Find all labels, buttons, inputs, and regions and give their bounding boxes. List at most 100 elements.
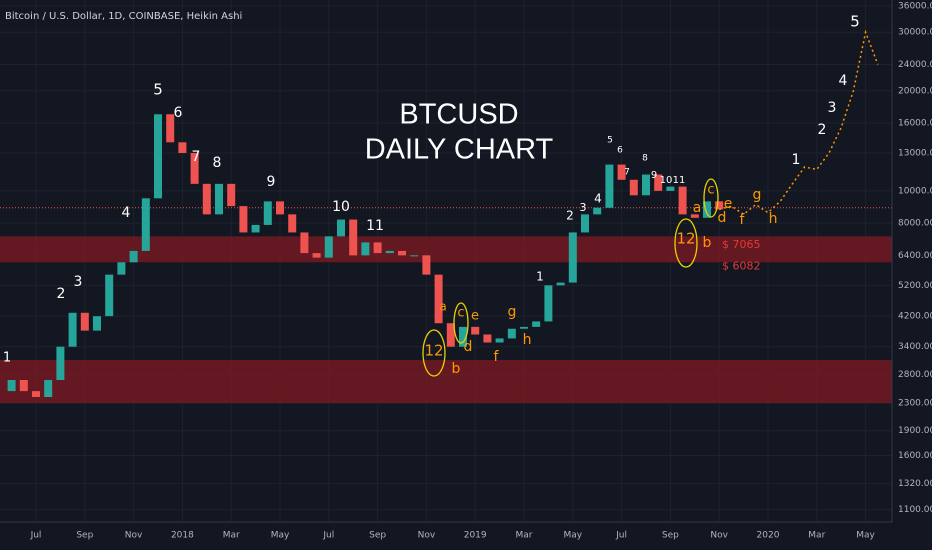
candle (141, 198, 150, 251)
y-tick-label: 20000.00 (898, 86, 932, 96)
y-tick-label: 8000.00 (898, 219, 932, 229)
y-tick-label: 4200.00 (898, 312, 932, 322)
y-tick-label: 13000.00 (898, 149, 932, 159)
x-tick-label: 2018 (171, 531, 194, 541)
y-tick-label: 1600.00 (898, 451, 932, 461)
x-tick-label: May (271, 531, 290, 541)
candle (446, 323, 455, 347)
x-tick-label: Mar (223, 531, 240, 541)
wave-label: d (718, 210, 727, 226)
candle (703, 201, 711, 218)
x-tick-label: Jul (615, 531, 627, 541)
candle (202, 183, 211, 215)
candle (605, 164, 614, 208)
y-tick-label: 5200.00 (898, 281, 932, 291)
wave-label: 8 (213, 155, 222, 171)
y-tick-label: 6400.00 (898, 251, 932, 261)
wave-ellipse (422, 329, 446, 377)
wave-label: 5 (607, 136, 613, 146)
chart-title: Bitcoin / U.S. Dollar, 1D, COINBASE, Hei… (5, 11, 242, 22)
x-tick-label: Nov (710, 531, 728, 541)
candle (129, 250, 138, 263)
labels-layer: 1100.00 1320.00 1600.00 1900.00 2300.00 2800.… (3, 1, 932, 540)
wave-label: b (452, 361, 461, 377)
candle (300, 232, 309, 254)
wave-label: 9 (267, 174, 276, 190)
candle (312, 253, 321, 258)
y-tick-label: 1100.00 (898, 505, 932, 515)
wave-label: 3 (580, 201, 587, 214)
marks-layer (7, 29, 879, 397)
price-label: $ 7065 (722, 238, 761, 251)
wave-label: 5 (153, 81, 163, 99)
wave-label: a (693, 200, 702, 216)
zone (0, 360, 892, 404)
candle (532, 321, 541, 327)
wave-label: 1 (3, 351, 11, 366)
wave-label: c (707, 183, 714, 198)
candle (556, 282, 565, 286)
candle (7, 379, 16, 392)
x-tick-label: Sep (76, 531, 93, 541)
candle (263, 201, 272, 225)
candle (471, 326, 480, 335)
candle (19, 379, 28, 392)
candle (617, 164, 626, 180)
wave-label: 7 (624, 168, 630, 178)
wave-label: f (740, 212, 746, 228)
wave-label: 8 (642, 154, 648, 164)
y-tick-label: 2800.00 (898, 370, 932, 380)
y-tick-label: 24000.00 (898, 60, 932, 70)
candle (337, 219, 345, 237)
projection-line (719, 29, 879, 216)
y-tick-label: 16000.00 (898, 119, 932, 129)
candle (239, 206, 248, 233)
candle (520, 326, 528, 329)
ellipses (422, 178, 719, 377)
candle (568, 232, 577, 283)
candle (32, 391, 40, 397)
candle (678, 186, 687, 215)
candle (666, 186, 675, 191)
wave-label: g (508, 304, 517, 320)
x-tick-label: Nov (125, 531, 143, 541)
wave-label: b (703, 235, 712, 251)
y-tick-label: 1320.00 (898, 479, 932, 489)
y-tick-label: 30000.00 (898, 28, 932, 38)
candle (178, 142, 187, 154)
wave-label: 11 (673, 175, 686, 186)
candle (324, 236, 333, 258)
x-tick-label: Sep (369, 531, 386, 541)
candle (581, 214, 589, 233)
candle (276, 201, 284, 215)
x-tick-label: 2019 (464, 531, 487, 541)
wave-label: e (471, 309, 479, 324)
candle (715, 201, 724, 210)
candle (385, 250, 394, 254)
candle (654, 174, 663, 191)
wave-label: 6 (617, 146, 623, 156)
wave-label: 7 (192, 149, 201, 165)
candle (117, 262, 126, 275)
y-tick-label: 3400.00 (898, 342, 932, 352)
wave-label: d (464, 339, 473, 355)
wave-label: 10 (660, 175, 673, 186)
wave-label: h (523, 332, 532, 348)
wave-label: 11 (366, 218, 384, 234)
wave-label: e (724, 196, 733, 212)
candle (398, 250, 406, 256)
candle (690, 214, 699, 218)
wave-label: 2 (818, 122, 827, 138)
wave-label: 12 (424, 342, 443, 360)
x-tick-label: Jul (322, 531, 334, 541)
candle (483, 334, 492, 343)
wave-ellipse (703, 178, 719, 218)
wave-label: f (494, 349, 500, 365)
candle (593, 207, 602, 215)
candle (227, 183, 236, 207)
wave-label: 2 (57, 286, 66, 302)
y-tick-label: 10000.00 (898, 186, 932, 196)
wave-label: 9 (651, 170, 657, 181)
x-tick-label: Mar (516, 531, 533, 541)
